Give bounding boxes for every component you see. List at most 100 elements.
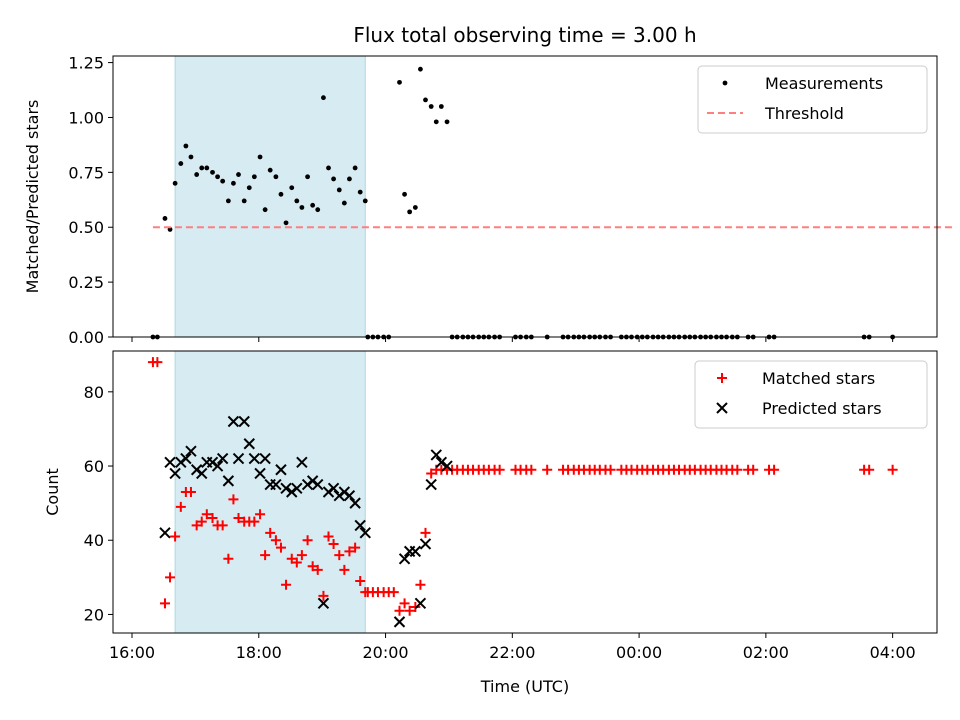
measurement-point bbox=[231, 180, 236, 186]
predicted-star-point bbox=[238, 415, 250, 428]
matched-star-point bbox=[207, 512, 218, 523]
predicted-star-point bbox=[270, 478, 282, 491]
y-tick-label: 1.25 bbox=[68, 54, 104, 73]
matched-star-point bbox=[152, 357, 163, 368]
measurement-point bbox=[257, 154, 263, 160]
measurement-point bbox=[444, 119, 450, 125]
measurement-point bbox=[315, 207, 321, 213]
matched-star-point bbox=[159, 598, 170, 609]
matched-star-point bbox=[228, 494, 239, 505]
y-tick-label: 40 bbox=[84, 531, 104, 550]
predicted-star-point bbox=[216, 452, 229, 465]
predicted-star-point bbox=[164, 456, 176, 469]
predicted-star-point bbox=[393, 616, 406, 628]
predicted-star-point bbox=[232, 452, 245, 465]
y-axis-label: Matched/Predicted stars bbox=[23, 100, 42, 294]
matched-star-point bbox=[201, 509, 212, 520]
measurement-point bbox=[418, 66, 423, 72]
matched-star-point bbox=[328, 538, 339, 549]
predicted-star-point bbox=[254, 467, 266, 480]
matched-star-point bbox=[185, 487, 196, 497]
matched-star-point bbox=[334, 550, 345, 561]
legend-frame bbox=[694, 360, 928, 429]
matched-star-point bbox=[887, 464, 898, 475]
x-tick-label: 04:00 bbox=[870, 643, 916, 662]
axes-frame bbox=[112, 350, 938, 634]
predicted-star-point bbox=[211, 460, 224, 472]
measurement-point bbox=[204, 165, 210, 171]
matched-star-point bbox=[233, 512, 244, 523]
predicted-star-point bbox=[185, 445, 197, 457]
predicted-star-point bbox=[349, 497, 361, 509]
matched-star-point bbox=[344, 546, 355, 557]
measurement-point bbox=[172, 180, 178, 186]
predicted-star-point bbox=[312, 478, 324, 491]
matched-star-point bbox=[732, 464, 743, 475]
x-tick-label: 02:00 bbox=[743, 643, 789, 662]
observing-window-shade bbox=[174, 55, 366, 338]
predicted-star-point bbox=[425, 478, 437, 491]
y-tick-label: 60 bbox=[84, 457, 104, 476]
y-tick-label: 0.50 bbox=[68, 218, 104, 237]
series-1-0 bbox=[147, 357, 898, 616]
observing-window-shade bbox=[174, 350, 366, 634]
matched-star-point bbox=[165, 572, 176, 583]
matched-star-point bbox=[191, 520, 202, 531]
measurement-point bbox=[336, 187, 342, 193]
legend-label: Matched stars bbox=[762, 369, 875, 388]
legend: Matched stars Predicted stars bbox=[694, 360, 928, 429]
series-1-1 bbox=[159, 415, 453, 628]
predicted-star-point bbox=[243, 438, 255, 450]
legend-plus bbox=[717, 373, 727, 383]
predicted-star-point bbox=[248, 452, 261, 465]
matched-star-point bbox=[270, 535, 281, 546]
measurement-point bbox=[321, 95, 326, 101]
legend-frame bbox=[697, 65, 928, 134]
measurement-point bbox=[178, 161, 184, 166]
measurement-point bbox=[433, 119, 439, 125]
matched-star-point bbox=[291, 557, 302, 568]
predicted-star-point bbox=[169, 467, 181, 480]
matched-star-point bbox=[355, 576, 366, 587]
measurement-point bbox=[262, 207, 268, 213]
matched-star-point bbox=[388, 587, 399, 598]
predicted-star-point bbox=[159, 527, 171, 539]
matched-star-point bbox=[318, 590, 329, 601]
matched-star-point bbox=[275, 542, 286, 553]
x-axis-label: Time (UTC) bbox=[480, 677, 569, 696]
legend-entry: Threshold bbox=[707, 104, 844, 123]
matched-star-point bbox=[281, 579, 292, 590]
measurement-point bbox=[412, 205, 418, 210]
predicted-star-point bbox=[430, 449, 442, 461]
measurement-point bbox=[183, 143, 189, 149]
measurement-point bbox=[438, 104, 444, 109]
ratio-panel: 0.00 0.25 0.50 0.75 1.00 1.25 Matched/Predicte… bbox=[23, 54, 953, 347]
matched-star-point bbox=[323, 531, 334, 542]
matched-star-point bbox=[399, 598, 410, 609]
matched-star-point bbox=[542, 464, 553, 475]
measurement-point bbox=[423, 97, 428, 103]
matched-star-point bbox=[223, 553, 234, 564]
predicted-star-point bbox=[398, 553, 411, 565]
measurement-point bbox=[246, 185, 252, 191]
matched-star-point bbox=[170, 531, 181, 542]
matched-star-point bbox=[196, 516, 207, 527]
matched-star-point bbox=[394, 605, 405, 616]
measurement-point bbox=[347, 176, 352, 182]
matched-star-point bbox=[307, 561, 318, 572]
x-tick-label: 22:00 bbox=[489, 643, 535, 662]
measurement-point bbox=[352, 165, 358, 171]
matched-star-point bbox=[748, 464, 759, 475]
y-tick-label: 0.25 bbox=[68, 273, 104, 292]
y-tick-label: 1.00 bbox=[68, 108, 104, 127]
matched-star-point bbox=[404, 605, 415, 616]
predicted-star-point bbox=[196, 467, 208, 480]
matched-star-point bbox=[864, 464, 875, 475]
matched-star-point bbox=[249, 516, 260, 527]
matched-star-point bbox=[769, 464, 780, 475]
measurement-point bbox=[341, 200, 347, 206]
legend-entry: Matched stars bbox=[717, 369, 875, 388]
predicted-star-point bbox=[317, 597, 330, 610]
predicted-star-point bbox=[419, 538, 432, 550]
